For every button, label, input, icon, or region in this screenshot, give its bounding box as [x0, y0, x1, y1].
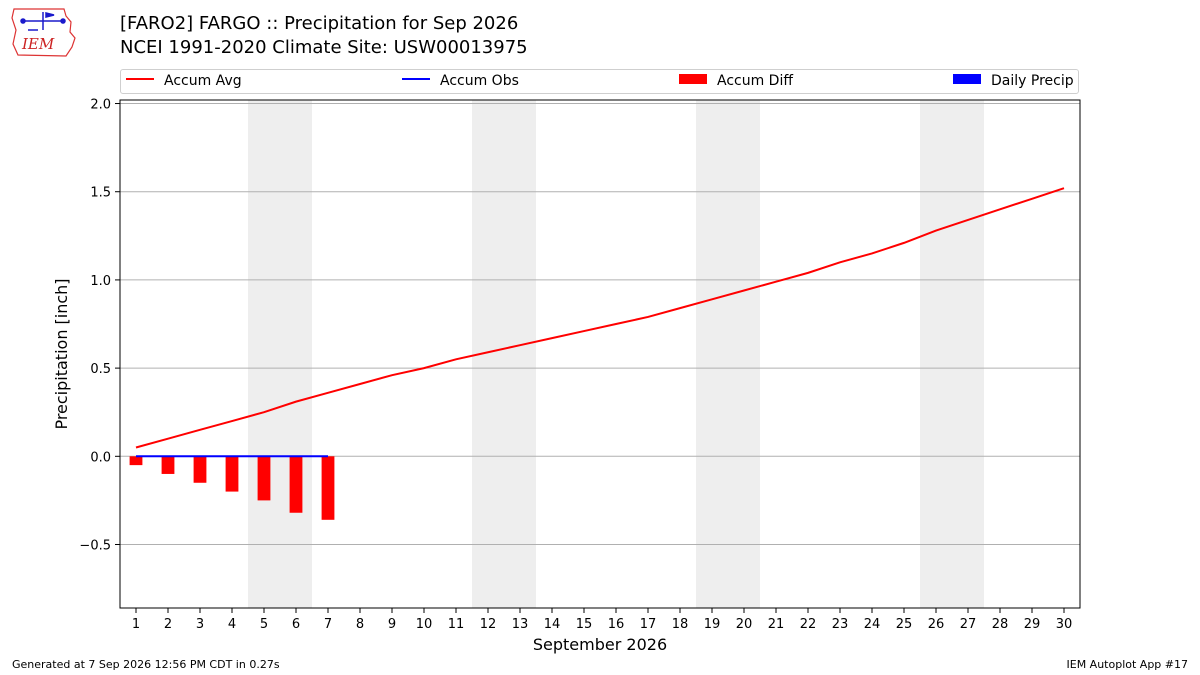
y-axis-label: Precipitation [inch]	[52, 278, 71, 429]
x-tick-label: 19	[704, 617, 721, 632]
x-tick-label: 27	[960, 617, 977, 632]
legend-swatch	[679, 74, 707, 84]
plot-frame	[119, 99, 1081, 609]
x-tick-label: 21	[768, 617, 785, 632]
x-tick-label: 24	[864, 617, 881, 632]
legend-swatch	[126, 78, 154, 80]
bar-accum-diff	[321, 456, 335, 520]
weekend-shade	[920, 100, 984, 608]
y-tick-label: 0.0	[90, 450, 111, 465]
y-tick-label: 1.5	[90, 186, 111, 201]
x-tick-label: 12	[480, 617, 497, 632]
x-tick-label: 20	[736, 617, 753, 632]
x-tick-label: 8	[356, 617, 364, 632]
legend-label: Accum Diff	[717, 73, 794, 89]
x-tick-label: 10	[416, 617, 433, 632]
x-tick-label: 7	[324, 617, 332, 632]
weekend-shade	[696, 100, 760, 608]
x-tick-label: 16	[608, 617, 625, 632]
bar-accum-diff	[225, 456, 239, 492]
legend-swatch	[402, 78, 430, 80]
x-tick-label: 23	[832, 617, 849, 632]
legend-item-daily-precip: Daily Precip	[953, 73, 1074, 89]
x-tick-label: 1	[132, 617, 140, 632]
weekend-shade	[472, 100, 536, 608]
x-axis-label: September 2026	[533, 635, 667, 654]
y-tick-label: 0.5	[90, 362, 111, 377]
legend-item-accum-obs: Accum Obs	[402, 73, 519, 89]
legend-item-accum-avg: Accum Avg	[126, 73, 242, 89]
weather-station-icon	[20, 12, 66, 31]
x-tick-label: 6	[292, 617, 300, 632]
footer-app: IEM Autoplot App #17	[1066, 658, 1189, 671]
x-tick-label: 26	[928, 617, 945, 632]
footer-generated: Generated at 7 Sep 2026 12:56 PM CDT in …	[12, 658, 280, 671]
x-tick-label: 30	[1056, 617, 1073, 632]
x-tick-label: 2	[164, 617, 172, 632]
x-tick-label: 28	[992, 617, 1009, 632]
x-tick-label: 22	[800, 617, 817, 632]
logo-text: IEM	[21, 35, 55, 53]
legend-label: Accum Obs	[440, 73, 519, 89]
bar-accum-diff	[193, 456, 207, 483]
bar-accum-diff	[161, 456, 175, 474]
x-tick-label: 3	[196, 617, 204, 632]
bar-accum-diff	[257, 456, 271, 501]
legend-label: Daily Precip	[991, 73, 1074, 89]
x-tick-label: 14	[544, 617, 561, 632]
bar-accum-diff	[289, 456, 303, 513]
y-tick-label: 2.0	[90, 98, 111, 113]
y-tick-label: −0.5	[79, 539, 111, 554]
legend-swatch	[953, 74, 981, 84]
x-tick-label: 18	[672, 617, 689, 632]
legend-item-accum-diff: Accum Diff	[679, 73, 793, 89]
legend-label: Accum Avg	[164, 73, 242, 89]
x-tick-label: 4	[228, 617, 236, 632]
line-accum-avg	[135, 187, 1065, 449]
bar-accum-diff	[129, 456, 143, 466]
weekend-shade	[248, 100, 312, 608]
chart-title: [FARO2] FARGO :: Precipitation for Sep 2…	[120, 13, 519, 34]
x-tick-label: 11	[448, 617, 465, 632]
x-tick-label: 13	[512, 617, 529, 632]
x-tick-label: 25	[896, 617, 913, 632]
x-tick-label: 17	[640, 617, 657, 632]
chart-subtitle: NCEI 1991-2020 Climate Site: USW00013975	[120, 37, 528, 58]
y-tick-label: 1.0	[90, 274, 111, 289]
iem-logo: IEM	[11, 8, 76, 57]
x-tick-label: 5	[260, 617, 268, 632]
chart-legend: Accum Avg Accum Obs Accum Diff Daily Pre…	[120, 69, 1079, 94]
x-tick-label: 9	[388, 617, 396, 632]
x-tick-label: 15	[576, 617, 593, 632]
x-tick-label: 29	[1024, 617, 1041, 632]
